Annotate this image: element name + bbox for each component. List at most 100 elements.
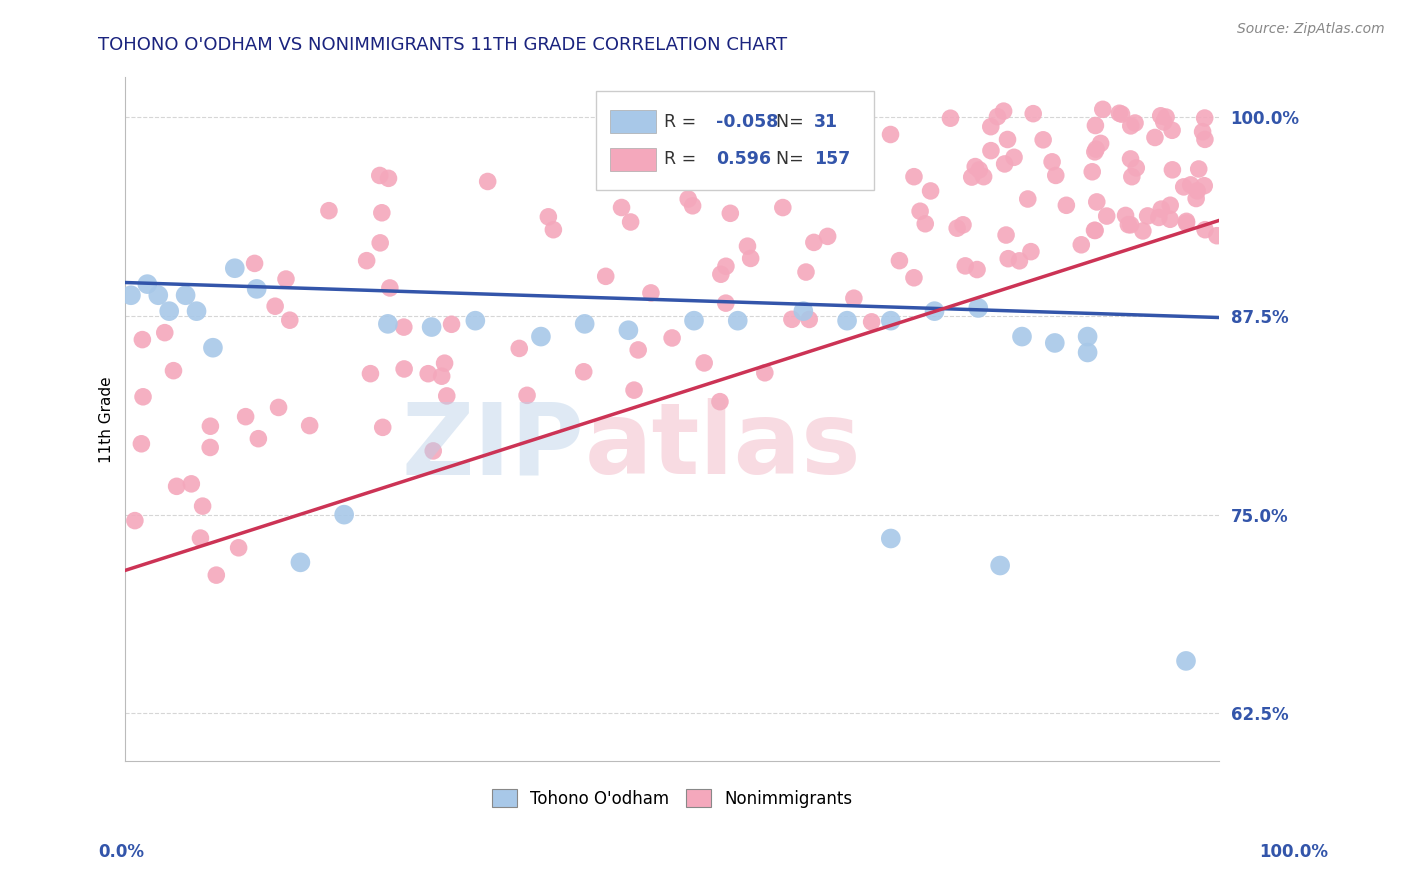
- Point: [595, 269, 617, 284]
- Point: [1111, 107, 1133, 121]
- Point: [939, 112, 962, 126]
- Point: [803, 235, 825, 250]
- Point: [1121, 169, 1143, 184]
- Point: [1191, 125, 1213, 139]
- Point: [683, 314, 706, 328]
- Point: [333, 508, 356, 522]
- Point: [1194, 132, 1216, 146]
- FancyBboxPatch shape: [610, 111, 655, 134]
- Point: [148, 288, 170, 302]
- Point: [1123, 116, 1146, 130]
- Point: [1150, 109, 1173, 123]
- Point: [368, 169, 391, 183]
- Point: [508, 342, 530, 356]
- Point: [359, 367, 381, 381]
- Point: [572, 365, 595, 379]
- Point: [392, 362, 415, 376]
- Point: [131, 437, 153, 451]
- Point: [1115, 209, 1137, 223]
- Point: [371, 206, 394, 220]
- Point: [952, 218, 974, 232]
- Point: [422, 443, 444, 458]
- Point: [436, 389, 458, 403]
- Point: [610, 201, 633, 215]
- Point: [727, 314, 749, 328]
- Text: TOHONO O'ODHAM VS NONIMMIGRANTS 11TH GRADE CORRELATION CHART: TOHONO O'ODHAM VS NONIMMIGRANTS 11TH GRA…: [98, 36, 787, 54]
- Point: [980, 120, 1002, 134]
- Point: [1084, 145, 1107, 159]
- Point: [420, 320, 443, 334]
- Point: [1180, 178, 1202, 192]
- Point: [1118, 218, 1140, 232]
- Point: [356, 253, 378, 268]
- Point: [1083, 223, 1105, 237]
- Text: R =: R =: [665, 151, 702, 169]
- FancyBboxPatch shape: [596, 91, 875, 190]
- Point: [965, 160, 987, 174]
- Point: [1175, 214, 1198, 228]
- Point: [190, 531, 212, 545]
- Point: [1147, 211, 1170, 225]
- Point: [988, 558, 1011, 573]
- Point: [817, 229, 839, 244]
- Point: [1085, 194, 1108, 209]
- Legend: Tohono O'odham, Nonimmigrants: Tohono O'odham, Nonimmigrants: [485, 783, 859, 814]
- Point: [967, 301, 990, 315]
- Point: [371, 420, 394, 434]
- Point: [180, 476, 202, 491]
- Point: [1085, 142, 1108, 156]
- Point: [1173, 180, 1195, 194]
- Text: 31: 31: [814, 113, 838, 131]
- Point: [1077, 329, 1099, 343]
- Point: [1185, 192, 1208, 206]
- Point: [617, 323, 640, 337]
- Point: [1081, 165, 1104, 179]
- Point: [377, 171, 399, 186]
- Point: [997, 132, 1019, 146]
- Point: [1084, 223, 1107, 237]
- Point: [377, 317, 399, 331]
- Point: [754, 366, 776, 380]
- Point: [1188, 161, 1211, 176]
- Text: 100.0%: 100.0%: [1260, 843, 1329, 861]
- Point: [1159, 212, 1181, 227]
- Point: [224, 261, 246, 276]
- Point: [714, 296, 737, 310]
- Point: [162, 364, 184, 378]
- Point: [1154, 110, 1177, 124]
- Point: [157, 304, 180, 318]
- Point: [433, 356, 456, 370]
- Point: [201, 341, 224, 355]
- Point: [842, 291, 865, 305]
- Point: [1194, 111, 1216, 125]
- Point: [1194, 223, 1216, 237]
- Point: [200, 419, 222, 434]
- Point: [1153, 115, 1175, 129]
- Point: [1032, 133, 1054, 147]
- Point: [186, 304, 208, 318]
- Point: [778, 152, 800, 166]
- Text: Source: ZipAtlas.com: Source: ZipAtlas.com: [1237, 22, 1385, 37]
- Point: [132, 390, 155, 404]
- Point: [969, 162, 991, 177]
- Point: [986, 110, 1008, 124]
- Point: [1132, 224, 1154, 238]
- Text: -0.058: -0.058: [716, 113, 779, 131]
- Point: [1070, 237, 1092, 252]
- Point: [1194, 178, 1216, 193]
- Point: [973, 169, 995, 184]
- Point: [1119, 218, 1142, 232]
- Point: [780, 312, 803, 326]
- Point: [1095, 209, 1118, 223]
- Point: [1187, 184, 1209, 198]
- Point: [1159, 198, 1181, 212]
- Point: [620, 215, 643, 229]
- Point: [298, 418, 321, 433]
- Point: [235, 409, 257, 424]
- Point: [1017, 192, 1039, 206]
- Point: [1108, 106, 1130, 120]
- Point: [1091, 103, 1114, 117]
- Point: [797, 158, 820, 172]
- Point: [1136, 209, 1159, 223]
- Point: [530, 329, 553, 343]
